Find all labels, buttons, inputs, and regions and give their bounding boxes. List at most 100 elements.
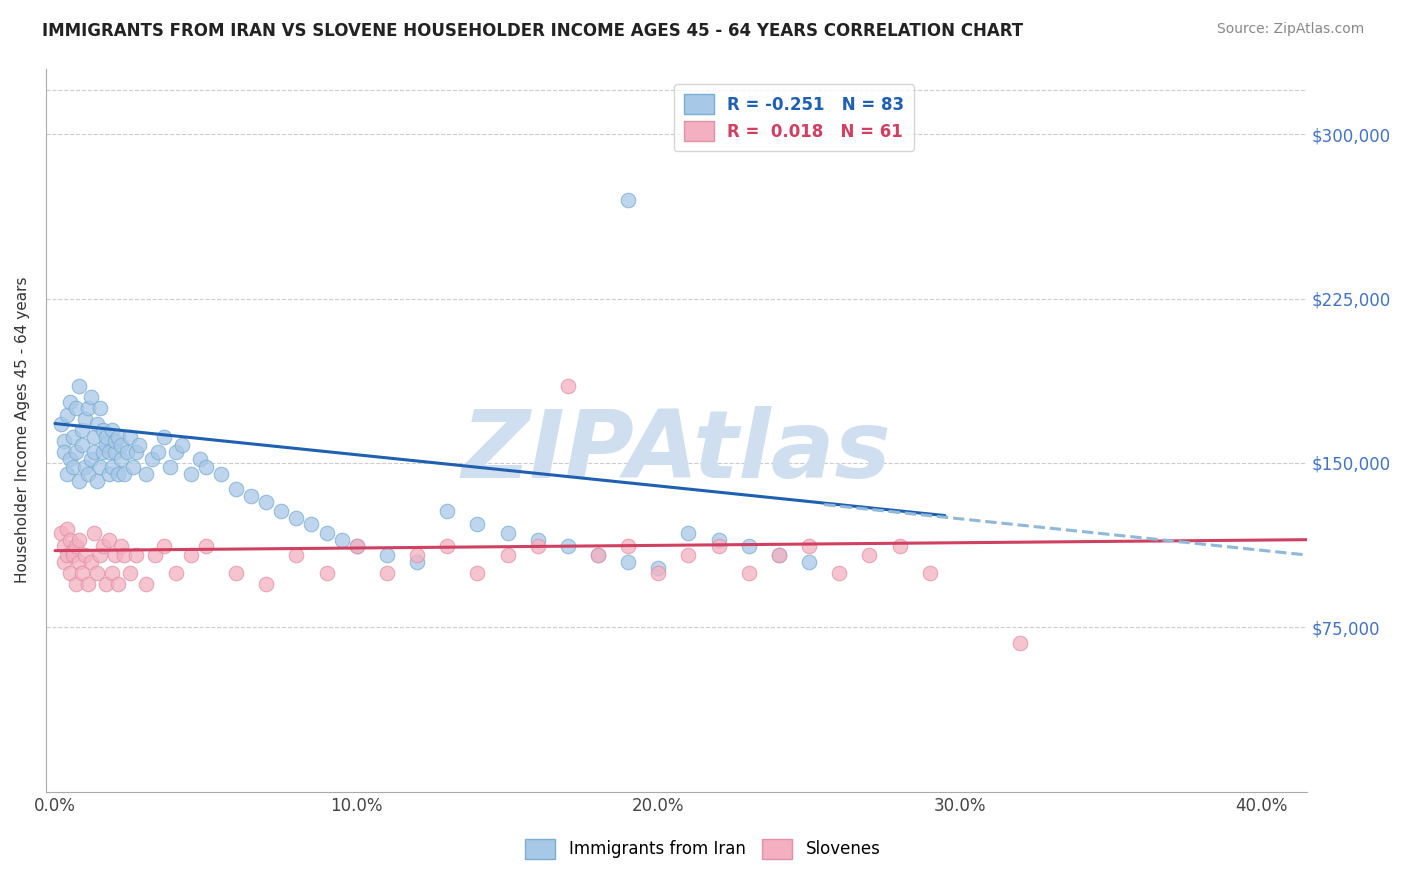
- Point: [107, 430, 129, 444]
- Point: [59, 451, 82, 466]
- Point: [65, 445, 87, 459]
- Point: [738, 539, 761, 553]
- Point: [110, 438, 132, 452]
- Point: [59, 394, 82, 409]
- Point: [707, 539, 730, 553]
- Point: [299, 517, 322, 532]
- Point: [254, 576, 277, 591]
- Point: [56, 548, 79, 562]
- Point: [678, 526, 700, 541]
- Point: [586, 548, 609, 562]
- Point: [62, 460, 84, 475]
- Point: [125, 445, 148, 459]
- Point: [91, 539, 114, 553]
- Point: [86, 566, 108, 580]
- Point: [120, 566, 142, 580]
- Point: [107, 467, 129, 481]
- Point: [768, 548, 790, 562]
- Point: [647, 561, 669, 575]
- Point: [112, 467, 135, 481]
- Point: [225, 566, 247, 580]
- Point: [315, 566, 337, 580]
- Point: [285, 548, 308, 562]
- Text: Source: ZipAtlas.com: Source: ZipAtlas.com: [1216, 22, 1364, 37]
- Point: [107, 576, 129, 591]
- Point: [194, 460, 217, 475]
- Point: [188, 451, 211, 466]
- Point: [89, 460, 111, 475]
- Point: [86, 417, 108, 431]
- Point: [918, 566, 941, 580]
- Point: [70, 438, 93, 452]
- Point: [101, 423, 124, 437]
- Point: [96, 438, 118, 452]
- Point: [110, 539, 132, 553]
- Point: [128, 438, 150, 452]
- Legend: R = -0.251   N = 83, R =  0.018   N = 61: R = -0.251 N = 83, R = 0.018 N = 61: [673, 84, 914, 152]
- Point: [56, 522, 79, 536]
- Point: [75, 412, 97, 426]
- Point: [53, 539, 76, 553]
- Point: [330, 533, 353, 547]
- Point: [678, 548, 700, 562]
- Point: [104, 434, 127, 448]
- Point: [62, 548, 84, 562]
- Point: [125, 548, 148, 562]
- Point: [91, 423, 114, 437]
- Point: [70, 423, 93, 437]
- Point: [828, 566, 851, 580]
- Point: [557, 539, 579, 553]
- Point: [496, 526, 519, 541]
- Point: [406, 555, 429, 569]
- Point: [526, 539, 548, 553]
- Point: [77, 401, 100, 416]
- Point: [586, 548, 609, 562]
- Point: [170, 438, 193, 452]
- Point: [83, 445, 105, 459]
- Point: [83, 430, 105, 444]
- Point: [80, 390, 103, 404]
- Point: [209, 467, 232, 481]
- Point: [768, 548, 790, 562]
- Point: [436, 539, 458, 553]
- Point: [101, 460, 124, 475]
- Legend: Immigrants from Iran, Slovenes: Immigrants from Iran, Slovenes: [519, 832, 887, 866]
- Point: [77, 576, 100, 591]
- Point: [67, 379, 90, 393]
- Point: [165, 445, 187, 459]
- Point: [143, 548, 166, 562]
- Point: [110, 451, 132, 466]
- Point: [83, 526, 105, 541]
- Point: [254, 495, 277, 509]
- Point: [67, 533, 90, 547]
- Point: [91, 445, 114, 459]
- Point: [346, 539, 368, 553]
- Point: [104, 445, 127, 459]
- Point: [617, 193, 640, 207]
- Point: [165, 566, 187, 580]
- Point: [75, 460, 97, 475]
- Point: [53, 555, 76, 569]
- Point: [152, 430, 174, 444]
- Point: [70, 566, 93, 580]
- Point: [315, 526, 337, 541]
- Point: [98, 533, 121, 547]
- Point: [56, 408, 79, 422]
- Point: [159, 460, 181, 475]
- Point: [59, 566, 82, 580]
- Point: [65, 576, 87, 591]
- Point: [180, 467, 202, 481]
- Point: [122, 460, 145, 475]
- Point: [406, 548, 429, 562]
- Point: [49, 526, 72, 541]
- Text: ZIPAtlas: ZIPAtlas: [461, 406, 891, 498]
- Point: [80, 451, 103, 466]
- Y-axis label: Householder Income Ages 45 - 64 years: Householder Income Ages 45 - 64 years: [15, 277, 30, 583]
- Point: [117, 445, 139, 459]
- Point: [75, 548, 97, 562]
- Point: [104, 548, 127, 562]
- Point: [53, 445, 76, 459]
- Point: [467, 517, 489, 532]
- Point: [120, 430, 142, 444]
- Point: [101, 566, 124, 580]
